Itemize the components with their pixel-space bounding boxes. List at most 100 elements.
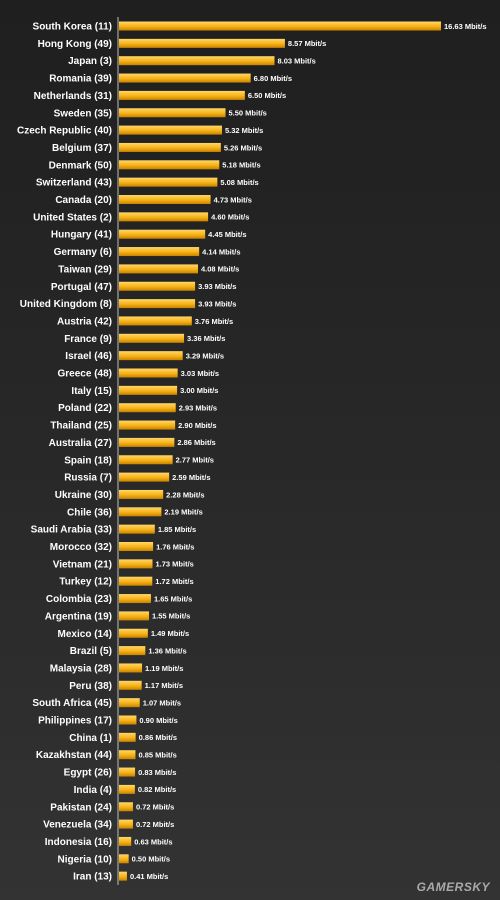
value-label: 8.57 Mbit/s <box>288 39 326 48</box>
value-label: 0.41 Mbit/s <box>130 872 168 881</box>
value-label: 3.76 Mbit/s <box>195 317 233 326</box>
category-label: Egypt (26) <box>64 768 112 779</box>
category-label: Italy (15) <box>71 386 112 397</box>
bar <box>119 836 132 846</box>
bar <box>119 472 170 482</box>
value-label: 2.90 Mbit/s <box>178 421 216 430</box>
category-label: China (1) <box>69 733 112 744</box>
bar <box>119 38 285 48</box>
value-label: 1.19 Mbit/s <box>145 664 183 673</box>
value-label: 2.77 Mbit/s <box>176 456 214 465</box>
value-label: 1.49 Mbit/s <box>151 629 189 638</box>
bar <box>119 455 173 465</box>
bar <box>119 142 221 152</box>
bar <box>119 732 136 742</box>
category-label: Netherlands (31) <box>34 91 112 102</box>
value-label: 2.86 Mbit/s <box>177 438 215 447</box>
category-label: Kazakhstan (44) <box>36 750 112 761</box>
bar <box>119 90 245 100</box>
value-label: 3.00 Mbit/s <box>180 386 218 395</box>
category-label: Hungary (41) <box>51 230 112 241</box>
bar <box>119 524 155 534</box>
value-label: 1.73 Mbit/s <box>155 560 193 569</box>
value-label: 2.93 Mbit/s <box>179 404 217 413</box>
bar <box>119 767 136 777</box>
category-label: India (4) <box>74 785 112 796</box>
value-label: 0.72 Mbit/s <box>136 803 174 812</box>
category-label: Iran (13) <box>73 872 112 883</box>
category-label: Switzerland (43) <box>36 178 112 189</box>
category-label: Ukraine (30) <box>55 490 112 501</box>
bar <box>119 784 135 794</box>
category-label: Canada (20) <box>55 195 112 206</box>
bar <box>119 247 200 257</box>
bar <box>119 680 142 690</box>
category-label: Australia (27) <box>49 438 112 449</box>
category-label: Brazil (5) <box>70 646 112 657</box>
category-label: Thailand (25) <box>50 421 112 432</box>
category-label: Portugal (47) <box>51 282 112 293</box>
value-label: 5.26 Mbit/s <box>224 143 262 152</box>
category-label: Philippines (17) <box>38 716 112 727</box>
bar <box>119 160 220 170</box>
category-label: United Kingdom (8) <box>20 299 112 310</box>
bar <box>119 611 150 621</box>
bar <box>119 21 441 31</box>
bar <box>119 854 129 864</box>
value-label: 5.18 Mbit/s <box>222 161 260 170</box>
value-label: 3.36 Mbit/s <box>187 334 225 343</box>
bar <box>119 437 175 447</box>
value-label: 0.63 Mbit/s <box>134 837 172 846</box>
category-label: Morocco (32) <box>50 542 112 553</box>
bar <box>119 542 154 551</box>
value-label: 4.60 Mbit/s <box>211 213 249 222</box>
value-label: 0.90 Mbit/s <box>139 716 177 725</box>
category-label: Romania (39) <box>49 74 112 85</box>
bar <box>119 351 183 361</box>
bar <box>119 576 153 586</box>
bar <box>119 333 185 343</box>
category-label: United States (2) <box>33 212 112 223</box>
category-label: Taiwan (29) <box>58 264 112 275</box>
bar <box>119 819 133 829</box>
category-label: South Africa (45) <box>32 698 112 709</box>
value-label: 8.03 Mbit/s <box>277 57 315 66</box>
value-label: 1.76 Mbit/s <box>156 542 194 551</box>
bar <box>119 750 136 760</box>
category-label: Russia (7) <box>64 473 112 484</box>
bar <box>119 56 275 66</box>
value-label: 5.50 Mbit/s <box>228 109 266 118</box>
category-label: Chile (36) <box>67 507 112 518</box>
bar <box>119 299 196 309</box>
category-label: South Korea (11) <box>33 22 112 33</box>
bar <box>119 195 211 204</box>
category-label: France (9) <box>64 334 112 345</box>
category-label: Spain (18) <box>64 455 112 466</box>
value-label: 2.28 Mbit/s <box>166 490 204 499</box>
value-label: 1.17 Mbit/s <box>145 681 183 690</box>
bar <box>119 108 226 118</box>
category-label: Belgium (37) <box>52 143 112 154</box>
value-label: 1.55 Mbit/s <box>152 612 190 621</box>
bar <box>119 594 151 604</box>
bar <box>119 316 192 326</box>
category-label: Colombia (23) <box>46 594 112 605</box>
value-label: 0.82 Mbit/s <box>138 785 176 794</box>
bar <box>119 663 143 673</box>
value-label: 1.85 Mbit/s <box>158 525 196 534</box>
bar <box>119 871 127 881</box>
bar <box>119 368 178 378</box>
bar <box>119 212 209 222</box>
category-label: Pakistan (24) <box>50 802 112 813</box>
bar <box>119 264 198 274</box>
value-label: 3.93 Mbit/s <box>198 299 236 308</box>
value-label: 3.29 Mbit/s <box>186 351 224 360</box>
category-label: Sweden (35) <box>54 108 112 119</box>
value-label: 0.83 Mbit/s <box>138 768 176 777</box>
category-label: Peru (38) <box>69 681 112 692</box>
bar <box>119 177 218 187</box>
category-label: Mexico (14) <box>58 629 112 640</box>
value-label: 1.36 Mbit/s <box>148 646 186 655</box>
category-label: Greece (48) <box>58 369 112 380</box>
